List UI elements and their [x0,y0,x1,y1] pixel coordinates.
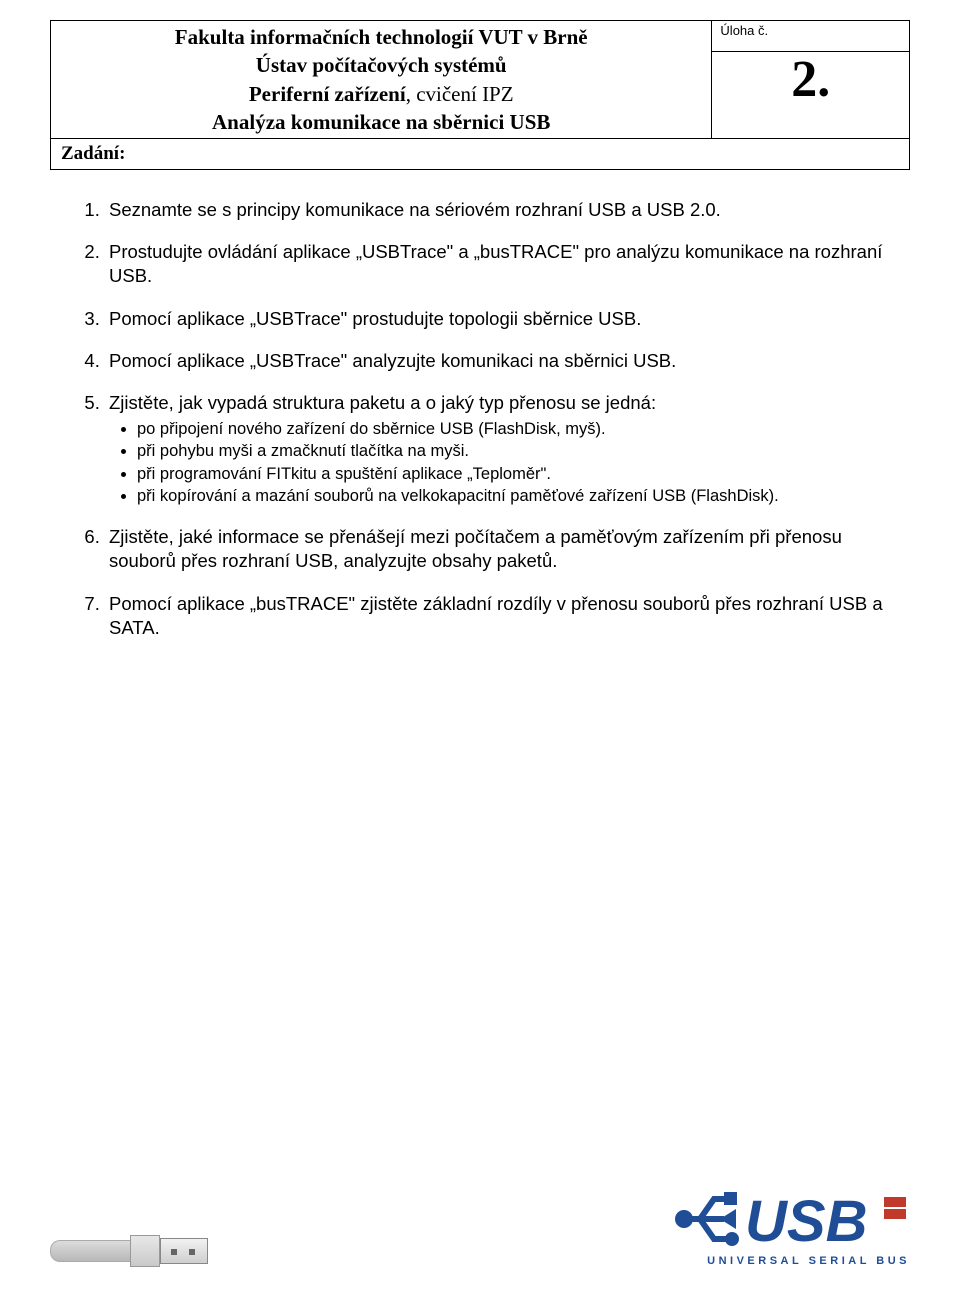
item-text: Zjistěte, jaké informace se přenášejí me… [109,526,842,571]
main-list: Seznamte se s principy komunikace na sér… [50,198,910,639]
sub-item: při kopírování a mazání souborů na velko… [137,486,910,507]
footer: USB UNIVERSAL SERIAL BUS [50,1175,910,1267]
usb-logo: USB UNIVERSAL SERIAL BUS [670,1175,910,1267]
item-text: Zjistěte, jak vypadá struktura paketu a … [109,392,656,413]
list-item: Seznamte se s principy komunikace na sér… [105,198,910,222]
ferrule-icon [130,1235,160,1267]
item-text: Pomocí aplikace „USBTrace" prostudujte t… [109,308,641,329]
usb-logo-icon: USB [670,1175,910,1253]
sub-item: při programování FITkitu a spuštění apli… [137,464,910,485]
sub-item: při pohybu myši a zmačknutí tlačítka na … [137,441,910,462]
header-line3-rest: , cvičení IPZ [406,82,514,106]
list-item: Pomocí aplikace „USBTrace" prostudujte t… [105,307,910,331]
list-item: Prostudujte ovládání aplikace „USBTrace"… [105,240,910,288]
usb-connector-icon [50,1235,208,1267]
item-text: Prostudujte ovládání aplikace „USBTrace"… [109,241,882,286]
header-table: Fakulta informačních technologií VUT v B… [50,20,910,170]
list-item: Pomocí aplikace „busTRACE" zjistěte zákl… [105,592,910,640]
header-line4: Analýza komunikace na sběrnici USB [59,108,703,136]
list-item: Zjistěte, jaké informace se přenášejí me… [105,525,910,573]
task-label: Úloha č. [712,21,910,52]
list-item: Pomocí aplikace „USBTrace" analyzujte ko… [105,349,910,373]
header-line3-bold: Periferní zařízení [249,82,406,106]
cable-icon [50,1240,130,1262]
item-text: Pomocí aplikace „busTRACE" zjistěte zákl… [109,593,883,638]
item-text: Seznamte se s principy komunikace na sér… [109,199,721,220]
task-number: 2. [712,51,910,139]
svg-text:USB: USB [745,1189,867,1253]
content: Seznamte se s principy komunikace na sér… [50,198,910,639]
page: Fakulta informačních technologií VUT v B… [0,0,960,1299]
usb-logo-sub: UNIVERSAL SERIAL BUS [670,1255,910,1267]
header-line1: Fakulta informačních technologií VUT v B… [59,23,703,51]
zadani-label: Zadání: [51,139,910,170]
header-left-cell: Fakulta informačních technologií VUT v B… [51,21,712,139]
sub-list: po připojení nového zařízení do sběrnice… [109,419,910,508]
list-item: Zjistěte, jak vypadá struktura paketu a … [105,391,910,508]
header-line3: Periferní zařízení, cvičení IPZ [59,80,703,108]
plug-icon [160,1238,208,1264]
header-line2: Ústav počítačových systémů [59,51,703,79]
sub-item: po připojení nového zařízení do sběrnice… [137,419,910,440]
item-text: Pomocí aplikace „USBTrace" analyzujte ko… [109,350,676,371]
